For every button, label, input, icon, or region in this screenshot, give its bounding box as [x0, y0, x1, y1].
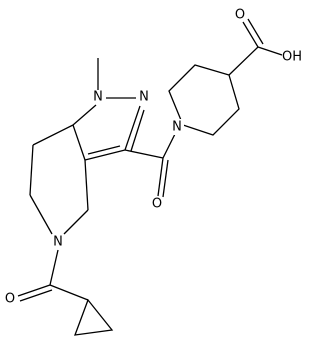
atom-labels: O OH N N N O N O — [5, 8, 302, 307]
atom-label: N — [53, 235, 63, 250]
atom-label: OH — [282, 50, 302, 65]
atom-label: O — [152, 197, 162, 212]
bonds — [17, 18, 283, 336]
molecule: O OH N N N O N O — [5, 8, 302, 336]
atom-label: O — [5, 292, 15, 307]
atom-label: N — [93, 90, 103, 105]
atom-label: N — [172, 120, 182, 135]
atom-label: O — [235, 8, 245, 23]
atom-label: N — [139, 90, 149, 105]
